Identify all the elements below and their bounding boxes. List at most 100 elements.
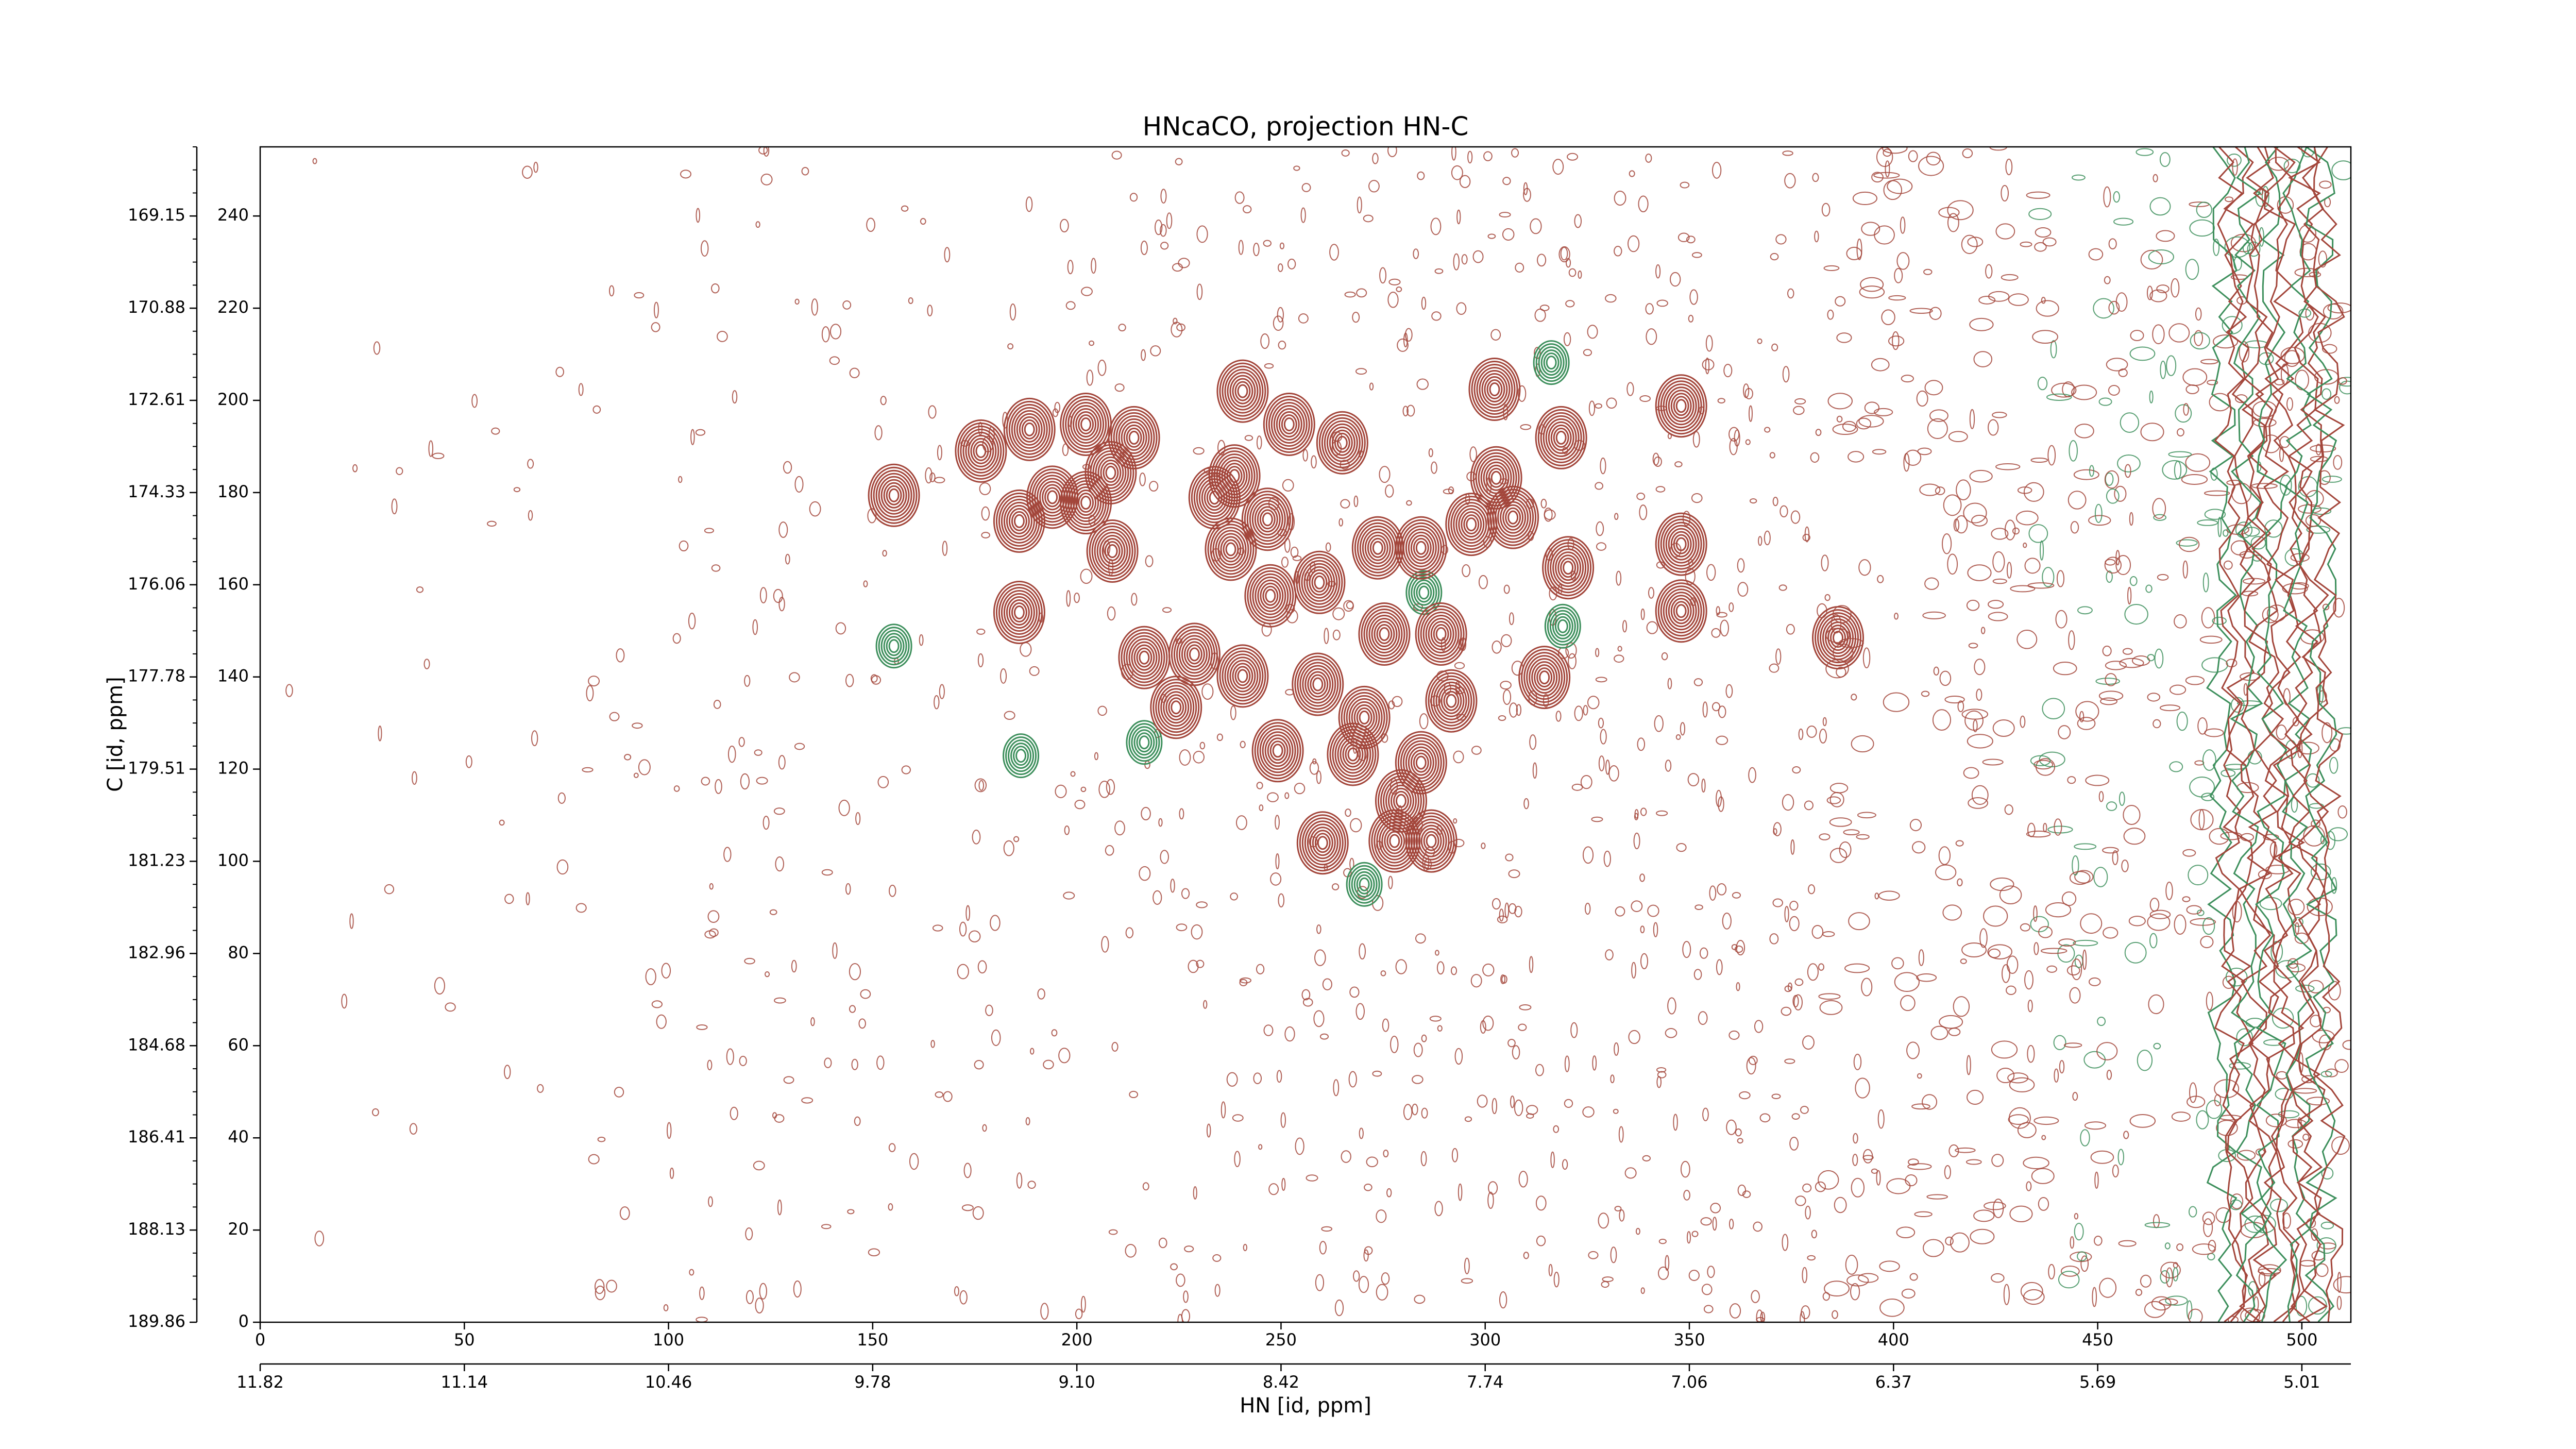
noise-contour (778, 521, 788, 538)
noise-contour (2016, 629, 2038, 649)
noise-contour (928, 405, 937, 419)
noise-contour (1991, 528, 2009, 540)
noise-contour (2030, 457, 2048, 463)
noise-contour (1060, 218, 1069, 233)
noise-contour (707, 910, 720, 923)
noise-contour (867, 508, 877, 524)
noise-contour (619, 1206, 630, 1220)
noise-contour (2204, 509, 2226, 520)
noise-contour (1769, 663, 1780, 673)
noise-contour (1199, 742, 1206, 750)
noise-contour (2209, 393, 2231, 412)
noise-contour (2123, 828, 2146, 845)
noise-contour (2074, 1222, 2084, 1241)
noise-contour (1891, 957, 1904, 970)
peak-contour (1067, 401, 1105, 447)
noise-contour (1503, 584, 1510, 594)
noise-contour (2036, 300, 2059, 317)
peak-contour (888, 639, 900, 653)
noise-contour (1807, 963, 1819, 981)
peak-contour (873, 469, 915, 521)
noise-contour (708, 1196, 713, 1207)
peak-contour (1097, 456, 1124, 489)
peak-contour (1224, 653, 1261, 699)
noise-contour (1948, 1144, 1959, 1157)
noise-contour (1878, 890, 1900, 901)
noise-contour (2058, 725, 2071, 739)
noise-contour (1613, 1108, 1619, 1114)
noise-contour (1111, 150, 1122, 160)
noise-contour (2185, 259, 2199, 280)
peak-contour (1533, 340, 1570, 385)
peak-contour (1042, 484, 1063, 511)
noise-contour (1814, 230, 1819, 243)
noise-contour (1430, 217, 1442, 235)
noise-contour (2316, 1237, 2336, 1254)
noise-contour (1319, 1033, 1329, 1040)
noise-contour (2188, 865, 2209, 886)
noise-contour (2040, 540, 2044, 561)
noise-contour (2321, 344, 2337, 354)
x-axis-label: HN [id, ppm] (1240, 1394, 1371, 1418)
noise-contour (1081, 287, 1093, 296)
noise-contour (2130, 330, 2144, 341)
noise-contour (1955, 515, 1968, 534)
noise-contour (2117, 1149, 2124, 1166)
noise-contour (1640, 807, 1647, 816)
noise-contour (1160, 189, 1167, 204)
noise-contour (1414, 1294, 1426, 1304)
noise-contour (2182, 560, 2188, 579)
noise-contour (1961, 234, 1978, 255)
noise-contour (758, 147, 768, 155)
noise-contour (2331, 160, 2351, 180)
noise-contour (1723, 363, 1733, 378)
noise-contour (1832, 1310, 1838, 1319)
x2-tick-label: 11.82 (236, 1372, 284, 1392)
noise-contour (1606, 397, 1617, 409)
noise-contour (1942, 904, 1962, 921)
noise-contour (1798, 728, 1804, 740)
peak-contour (1298, 557, 1341, 608)
noise-contour (1353, 495, 1359, 508)
noise-contour (1703, 1305, 1714, 1313)
peak-contour (1207, 520, 1255, 578)
noise-contour (2295, 1295, 2308, 1317)
peak-contour (975, 444, 987, 458)
noise-contour (1456, 209, 1461, 225)
noise-contour (1582, 1106, 1595, 1118)
noise-contour (1523, 1252, 1529, 1259)
peak-contour (878, 476, 910, 515)
noise-contour (1516, 704, 1522, 716)
noise-contour (1901, 1288, 1916, 1299)
noise-contour (1264, 363, 1274, 369)
noise-contour (1363, 214, 1374, 223)
noise-contour (2033, 942, 2039, 955)
peak-contour (1673, 534, 1689, 554)
noise-contour (1629, 170, 1635, 177)
noise-contour (1646, 328, 1657, 345)
noise-contour (2055, 610, 2067, 629)
noise-contour (1453, 818, 1458, 824)
noise-contour (2031, 1168, 2055, 1184)
noise-contour (1063, 891, 1075, 900)
noise-contour (763, 147, 770, 157)
noise-contour (1800, 1311, 1805, 1322)
peak-contour (1408, 531, 1434, 564)
peak-contour (1044, 487, 1061, 508)
noise-contour (423, 659, 430, 669)
noise-contour (1916, 973, 1937, 982)
noise-contour (874, 425, 883, 441)
noise-contour (2327, 302, 2351, 314)
noise-contour (1707, 1266, 1715, 1278)
noise-contour (1065, 301, 1076, 310)
noise-contour (740, 773, 750, 790)
noise-contour (1226, 1072, 1238, 1087)
noise-contour (1857, 812, 1876, 819)
noise-contour (1206, 1123, 1211, 1138)
noise-contour (1624, 1167, 1637, 1179)
noise-contour (1574, 705, 1583, 721)
noise-contour (1549, 586, 1557, 601)
noise-contour (373, 341, 381, 355)
peak-contour (1168, 622, 1221, 686)
peak-contour (1095, 453, 1127, 492)
